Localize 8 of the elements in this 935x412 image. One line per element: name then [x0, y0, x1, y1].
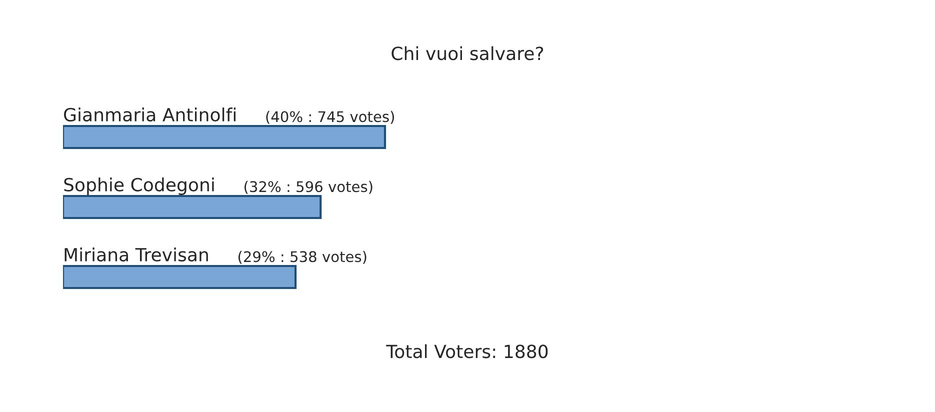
y-tick-label: Gianmaria Antinolfi — [64, 108, 236, 122]
text: Chi vuoi salvare? — [392, 46, 544, 60]
y-tick-label: Sophie Codegoni — [64, 178, 214, 195]
y-tick-label: Miriana Trevisan — [64, 248, 208, 262]
text: Total Voters: 1880 — [386, 344, 548, 358]
data-label: (29% : 538 votes) — [238, 250, 366, 264]
data-label: (32% : 596 votes) — [244, 180, 372, 194]
data-label: (40% : 745 votes) — [266, 110, 394, 124]
